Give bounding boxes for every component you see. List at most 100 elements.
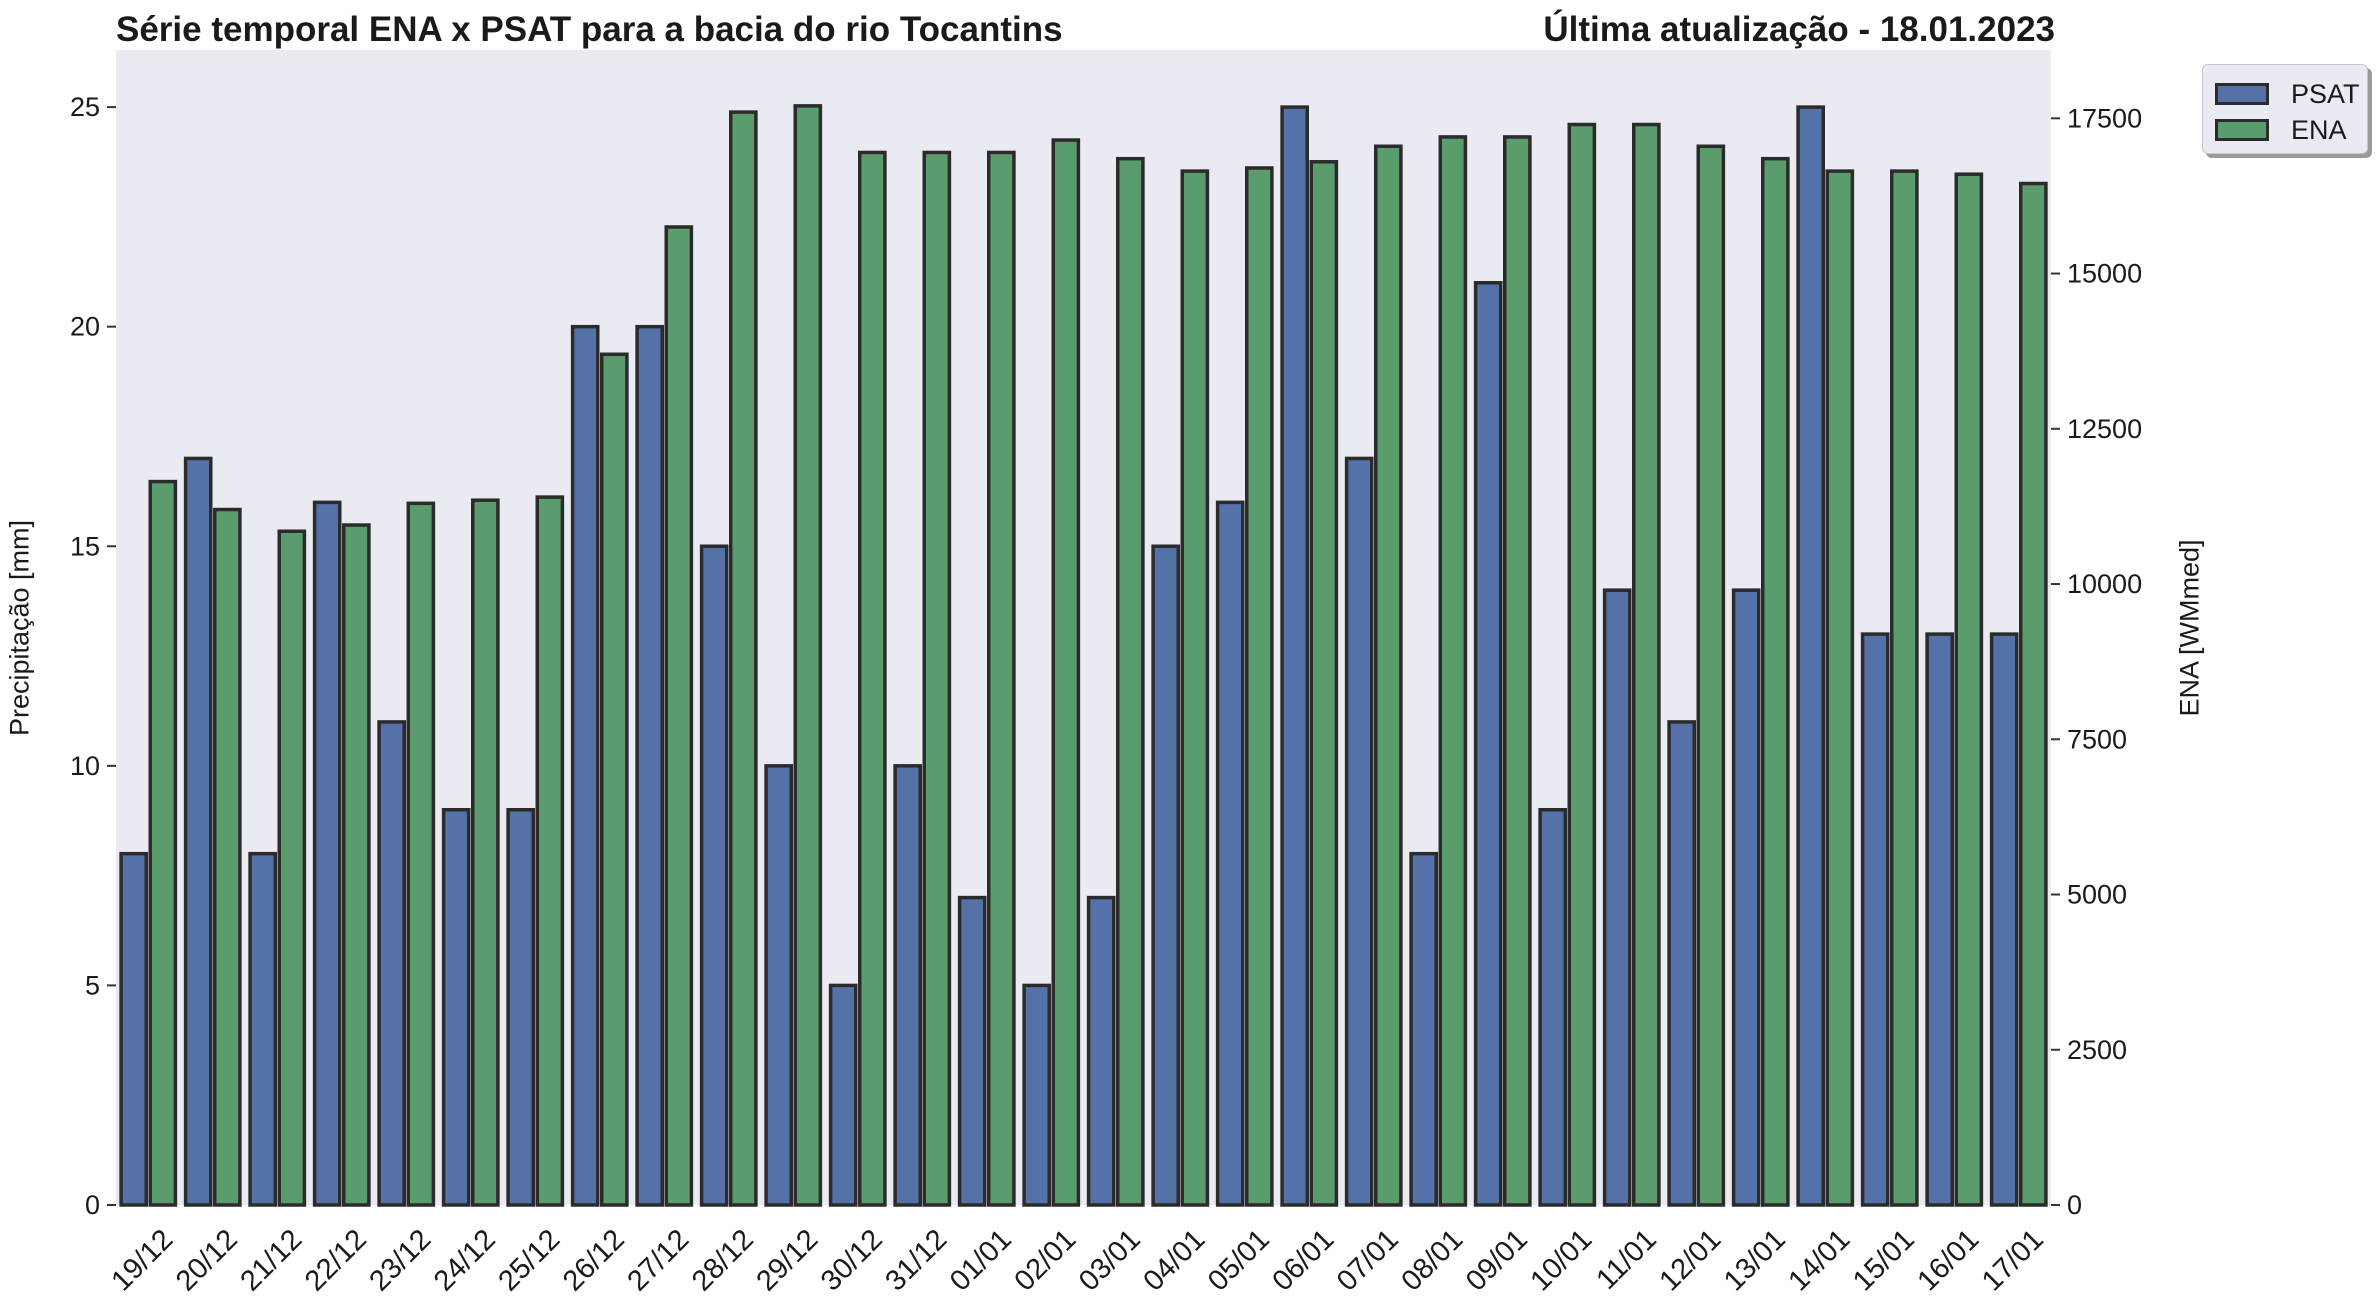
legend-label-psat: PSAT xyxy=(2291,78,2360,109)
bar-ena-2 xyxy=(277,529,307,1207)
bar-psat-9 xyxy=(699,544,729,1207)
bar-ena-27 xyxy=(1890,169,1919,1207)
x-tick-label: 17/01 xyxy=(1976,1223,2050,1297)
bar-psat-15 xyxy=(1086,895,1116,1207)
left-axis: 0 5 10 15 20 25 xyxy=(70,92,116,1220)
bar-psat-26 xyxy=(1796,105,1825,1207)
legend-item-ena: ENA xyxy=(2215,114,2347,145)
bar-ena-7 xyxy=(600,352,629,1207)
x-tick-label: 15/01 xyxy=(1847,1223,1921,1297)
bar-ena-1 xyxy=(213,507,242,1207)
bar-ena-8 xyxy=(664,225,694,1207)
y-tick-label-right: 17500 xyxy=(2067,103,2142,133)
legend-item-psat: PSAT xyxy=(2215,78,2360,109)
bar-psat-22 xyxy=(1538,808,1567,1207)
bar-ena-24 xyxy=(1696,144,1726,1207)
bar-ena-13 xyxy=(987,150,1016,1207)
x-tick-label: 20/12 xyxy=(170,1223,244,1297)
y-tick-label-right: 10000 xyxy=(2067,569,2142,599)
bar-psat-25 xyxy=(1731,588,1761,1207)
bar-ena-15 xyxy=(1116,156,1145,1207)
bar-ena-11 xyxy=(858,150,887,1207)
x-tick-label: 12/01 xyxy=(1653,1223,1727,1297)
bar-psat-18 xyxy=(1280,105,1309,1207)
x-tick-label: 29/12 xyxy=(750,1223,824,1297)
x-tick-label: 10/01 xyxy=(1524,1223,1598,1297)
x-tick-label: 01/01 xyxy=(944,1223,1018,1297)
legend-swatch-psat xyxy=(2215,83,2269,105)
y-tick-label-right: 12500 xyxy=(2067,414,2142,444)
y-tick-label-left: 5 xyxy=(85,970,100,1000)
x-tick-label: 07/01 xyxy=(1331,1223,1405,1297)
x-tick-label: 26/12 xyxy=(557,1223,631,1297)
y-tick-label-right: 2500 xyxy=(2067,1035,2127,1065)
bar-psat-28 xyxy=(1925,632,1954,1207)
bar-ena-26 xyxy=(1825,169,1855,1207)
x-tick-label: 02/01 xyxy=(1008,1223,1082,1297)
x-tick-label: 09/01 xyxy=(1460,1223,1534,1297)
bar-psat-27 xyxy=(1860,632,1890,1207)
x-tick-label: 06/01 xyxy=(1266,1223,1340,1297)
x-tick-label: 30/12 xyxy=(815,1223,889,1297)
bar-psat-16 xyxy=(1151,544,1180,1207)
x-tick-label: 23/12 xyxy=(363,1223,437,1297)
y-tick-label-right: 0 xyxy=(2067,1190,2082,1220)
bar-ena-3 xyxy=(342,523,371,1207)
x-tick-label: 19/12 xyxy=(105,1223,179,1297)
bar-psat-23 xyxy=(1602,588,1632,1207)
bar-psat-8 xyxy=(635,324,664,1207)
x-tick-label: 21/12 xyxy=(234,1223,308,1297)
x-tick-label: 16/01 xyxy=(1911,1223,1985,1297)
x-tick-label: 08/01 xyxy=(1395,1223,1469,1297)
bar-ena-29 xyxy=(2019,181,2048,1207)
bar-psat-3 xyxy=(312,500,342,1207)
y-tick-label-right: 15000 xyxy=(2067,259,2142,289)
bar-psat-4 xyxy=(377,720,407,1207)
x-tick-label: 14/01 xyxy=(1782,1223,1856,1297)
y-tick-label-right: 5000 xyxy=(2067,880,2127,910)
y-tick-label-left: 25 xyxy=(70,92,100,122)
x-tick-label: 28/12 xyxy=(686,1223,760,1297)
bar-ena-0 xyxy=(148,479,178,1207)
bar-ena-18 xyxy=(1309,160,1339,1207)
y-tick-label-left: 15 xyxy=(70,531,100,561)
bars-group xyxy=(119,104,2048,1207)
bar-psat-0 xyxy=(119,851,149,1207)
bar-psat-12 xyxy=(893,764,922,1207)
bar-psat-5 xyxy=(441,808,471,1207)
bar-psat-2 xyxy=(248,851,278,1207)
legend-swatch-ena xyxy=(2215,119,2269,141)
bar-ena-6 xyxy=(535,495,565,1207)
y-tick-label-left: 20 xyxy=(70,312,100,342)
bar-psat-13 xyxy=(957,895,987,1207)
bar-psat-10 xyxy=(764,764,793,1207)
bar-ena-22 xyxy=(1567,122,1597,1207)
x-tick-label: 03/01 xyxy=(1073,1223,1147,1297)
y-axis-label-right: ENA [WMmed] xyxy=(2174,538,2205,717)
last-update-label: Última atualização - 18.01.2023 xyxy=(1543,10,2055,49)
legend: PSAT ENA xyxy=(2202,64,2368,154)
bar-ena-19 xyxy=(1374,144,1403,1207)
bar-ena-23 xyxy=(1632,122,1661,1207)
legend-label-ena: ENA xyxy=(2291,114,2347,145)
chart-title: Série temporal ENA x PSAT para a bacia d… xyxy=(116,10,1063,49)
bar-ena-4 xyxy=(406,501,436,1207)
y-axis-label-left: Precipitação [mm] xyxy=(4,519,35,736)
plot-background xyxy=(116,50,2051,1205)
bar-ena-17 xyxy=(1245,166,1274,1207)
y-tick-label-right: 7500 xyxy=(2067,724,2127,754)
x-tick-label: 27/12 xyxy=(621,1223,695,1297)
x-tick-label: 22/12 xyxy=(299,1223,373,1297)
bar-psat-1 xyxy=(183,456,213,1207)
bar-ena-9 xyxy=(729,110,758,1207)
bar-ena-16 xyxy=(1180,169,1210,1207)
bar-ena-25 xyxy=(1761,156,1790,1207)
bar-ena-21 xyxy=(1503,135,1532,1207)
y-tick-label-left: 10 xyxy=(70,751,100,781)
x-tick-label: 13/01 xyxy=(1718,1223,1792,1297)
bar-ena-10 xyxy=(793,104,823,1207)
x-tick-label: 04/01 xyxy=(1137,1223,1211,1297)
bar-psat-24 xyxy=(1667,720,1696,1207)
bar-psat-29 xyxy=(1989,632,2019,1207)
